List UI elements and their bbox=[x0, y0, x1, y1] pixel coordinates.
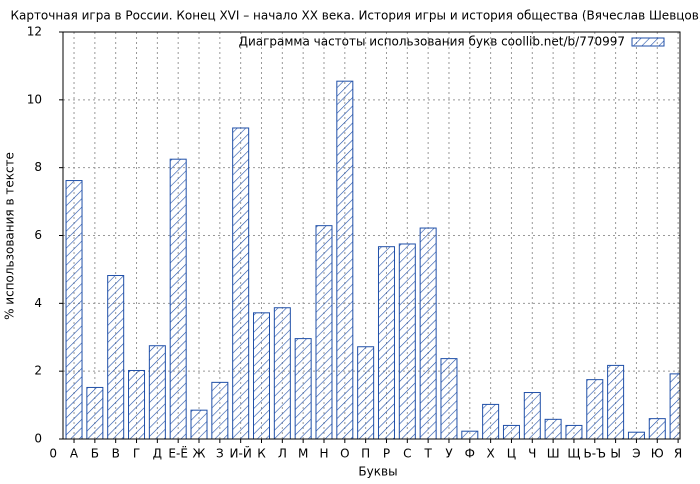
y-tick-label: 6 bbox=[34, 228, 42, 242]
x-tick-label: Г bbox=[133, 447, 140, 461]
x-tick-label: Ж bbox=[193, 447, 206, 461]
x-tick-label: Р bbox=[383, 447, 390, 461]
y-tick-label: 0 bbox=[34, 432, 42, 446]
x-tick-label: Ц bbox=[507, 447, 516, 461]
bar bbox=[669, 373, 680, 440]
x-tick-label: С bbox=[403, 447, 411, 461]
legend-label: Диаграмма частоты использования букв coo… bbox=[239, 35, 625, 49]
x-tick-label: О bbox=[340, 447, 349, 461]
y-axis-label: % использования в тексте bbox=[3, 152, 17, 320]
x-tick-label: Ы bbox=[610, 447, 621, 461]
y-tick-label: 4 bbox=[34, 296, 42, 310]
bar bbox=[86, 386, 104, 440]
bar bbox=[190, 409, 208, 440]
bar bbox=[148, 345, 166, 440]
x-tick-label: Т bbox=[423, 447, 432, 461]
x-tick-label: У bbox=[445, 447, 453, 461]
x-tick-label: Щ bbox=[567, 447, 580, 461]
x-tick-label: М bbox=[298, 447, 308, 461]
x-tick-label: Ф bbox=[465, 447, 475, 461]
bar bbox=[586, 379, 604, 440]
x-tick-label: Ь-Ъ bbox=[583, 447, 606, 461]
bar bbox=[315, 225, 333, 440]
bar bbox=[294, 338, 312, 440]
y-tick-label: 2 bbox=[34, 364, 42, 378]
x-tick-label: Б bbox=[91, 447, 99, 461]
x-tick-label: Я bbox=[674, 447, 682, 461]
x-tick-label: Э bbox=[632, 447, 640, 461]
y-tick-label: 8 bbox=[34, 160, 42, 174]
x-tick-label: А bbox=[70, 447, 79, 461]
bar bbox=[128, 369, 146, 440]
x-tick-label: П bbox=[361, 447, 370, 461]
x-tick-label: Н bbox=[319, 447, 328, 461]
bar bbox=[273, 307, 291, 440]
bar bbox=[107, 275, 125, 440]
bar bbox=[648, 418, 666, 440]
bar bbox=[502, 424, 520, 440]
bar bbox=[565, 424, 583, 440]
x-tick-label: И-Й bbox=[230, 446, 252, 461]
bar bbox=[357, 346, 375, 440]
bar bbox=[440, 358, 458, 440]
x-tick-label: Л bbox=[278, 447, 287, 461]
y-tick-label: 10 bbox=[27, 92, 42, 106]
x-tick-label: Х bbox=[487, 447, 495, 461]
x-tick-label: Ю bbox=[651, 447, 664, 461]
legend-swatch bbox=[631, 37, 665, 47]
bar bbox=[336, 80, 354, 440]
bar bbox=[523, 392, 541, 440]
bar bbox=[419, 227, 437, 440]
x-tick-label: Е-Ё bbox=[168, 446, 188, 461]
chart-title: Карточная игра в России. Конец XVI – нач… bbox=[10, 9, 700, 23]
bar bbox=[377, 246, 395, 440]
bar bbox=[627, 431, 645, 440]
y-tick-label: 12 bbox=[27, 25, 42, 39]
x-tick-label: В bbox=[112, 447, 120, 461]
x-tick-label: Д bbox=[153, 447, 162, 461]
x-tick-label: Ш bbox=[547, 447, 560, 461]
bar bbox=[65, 180, 83, 440]
x-tick-label: З bbox=[216, 447, 224, 461]
x-tick-label: Ч bbox=[528, 447, 536, 461]
bar bbox=[211, 381, 229, 440]
bar bbox=[461, 430, 479, 440]
bars bbox=[65, 80, 680, 440]
bar bbox=[482, 403, 500, 440]
x-axis-label: Буквы bbox=[358, 465, 397, 479]
bar bbox=[544, 418, 562, 440]
bar bbox=[169, 158, 187, 440]
bar bbox=[253, 312, 270, 440]
bar bbox=[232, 127, 250, 440]
x-tick-label: 0 bbox=[49, 447, 57, 461]
bar bbox=[607, 364, 625, 440]
bar bbox=[398, 243, 416, 440]
x-tick-label: К bbox=[257, 447, 266, 461]
